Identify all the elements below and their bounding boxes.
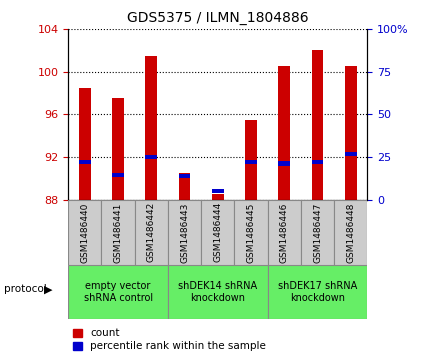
Bar	[112, 173, 124, 177]
Text: GSM1486442: GSM1486442	[147, 202, 156, 262]
Bar	[135, 200, 168, 265]
Bar	[168, 200, 201, 265]
Text: empty vector
shRNA control: empty vector shRNA control	[84, 281, 153, 303]
Bar	[112, 98, 124, 200]
Bar	[212, 189, 224, 193]
Text: GSM1486443: GSM1486443	[180, 202, 189, 262]
Text: GSM1486445: GSM1486445	[246, 202, 256, 262]
Bar	[301, 200, 334, 265]
Bar	[102, 200, 135, 265]
Bar	[345, 66, 356, 200]
Bar	[79, 160, 91, 164]
Bar	[68, 265, 168, 319]
Text: GSM1486447: GSM1486447	[313, 202, 322, 262]
Bar	[334, 200, 367, 265]
Bar	[245, 120, 257, 200]
Bar	[235, 200, 268, 265]
Bar	[268, 265, 367, 319]
Text: GSM1486448: GSM1486448	[346, 202, 355, 262]
Bar	[245, 160, 257, 164]
Bar	[201, 200, 235, 265]
Text: shDEK17 shRNA
knockdown: shDEK17 shRNA knockdown	[278, 281, 357, 303]
Bar	[146, 56, 157, 200]
Bar	[312, 50, 323, 200]
Text: protocol: protocol	[4, 285, 47, 294]
Bar	[312, 160, 323, 164]
Bar	[279, 161, 290, 166]
Bar	[168, 265, 268, 319]
Text: ▶: ▶	[44, 285, 52, 294]
Text: shDEK14 shRNA
knockdown: shDEK14 shRNA knockdown	[178, 281, 257, 303]
Bar	[279, 66, 290, 200]
Bar	[79, 88, 91, 200]
Title: GDS5375 / ILMN_1804886: GDS5375 / ILMN_1804886	[127, 11, 308, 25]
Legend: count, percentile rank within the sample: count, percentile rank within the sample	[73, 328, 266, 351]
Bar	[212, 194, 224, 200]
Bar	[345, 152, 356, 156]
Bar	[179, 174, 191, 178]
Text: GSM1486440: GSM1486440	[81, 202, 89, 262]
Bar	[146, 155, 157, 159]
Bar	[179, 173, 191, 200]
Text: GSM1486444: GSM1486444	[213, 202, 222, 262]
Bar	[268, 200, 301, 265]
Text: GSM1486446: GSM1486446	[280, 202, 289, 262]
Bar	[68, 200, 102, 265]
Text: GSM1486441: GSM1486441	[114, 202, 123, 262]
